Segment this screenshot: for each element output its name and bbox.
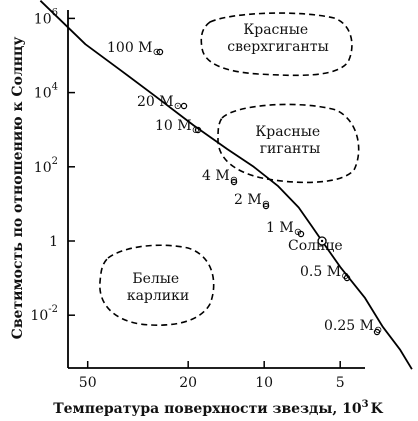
mass-marker-icon-1 xyxy=(180,102,188,110)
mass-label-4-value: 4 M xyxy=(202,168,230,184)
y-tick-label-0-exponent: 6 xyxy=(52,7,58,18)
x-tick-label-3: 5 xyxy=(336,375,345,391)
mass-label-20-text: 20 M⊙ xyxy=(137,94,182,112)
x-axis-title-sup: 3 xyxy=(362,399,369,410)
mass-label-20-sun-symbol: ⊙ xyxy=(174,101,182,112)
white-dwarfs-label-line-1: Белые xyxy=(132,271,179,287)
mass-label-0-25: 0.25 M⊙ xyxy=(324,318,382,336)
x-tick-label-0: 50 xyxy=(79,375,97,391)
mass-marker-icon-0 xyxy=(156,48,164,56)
y-tick-label-3: 1 xyxy=(49,234,58,250)
red-giants-label-line-2: гиганты xyxy=(260,141,321,157)
y-tick-label-0: 106 xyxy=(34,7,58,27)
y-tick-label-3-base: 1 xyxy=(49,234,58,250)
mass-label-2-value: 2 M xyxy=(234,192,262,208)
mass-label-2-text: 2 M⊙ xyxy=(234,192,270,210)
mass-label-0-5-value: 0.5 M xyxy=(300,264,341,280)
mass-label-10-value: 10 M xyxy=(155,118,192,134)
mass-label-4-text: 4 M⊙ xyxy=(202,168,238,186)
mass-label-2-sun-symbol: ⊙ xyxy=(262,199,270,210)
white-dwarfs-label: Белые карлики xyxy=(127,271,189,304)
mass-label-20: 20 M⊙ xyxy=(137,94,182,112)
y-tick-label-1-base: 10 xyxy=(34,86,52,102)
mass-label-20-value: 20 M xyxy=(137,94,174,110)
mass-label-2: 2 M⊙ xyxy=(234,192,270,210)
y-tick-label-4-base: 10 xyxy=(30,308,48,324)
mass-label-0-5: 0.5 M⊙ xyxy=(300,264,349,282)
mass-label-1-sun-symbol: ⊙ xyxy=(294,227,302,238)
red-supergiants-label-line-2: сверхгиганты xyxy=(227,39,328,55)
mass-label-100: 100 M⊙ xyxy=(107,40,161,58)
sun-marker-center-icon xyxy=(320,239,324,243)
mass-label-10-text: 10 M⊙ xyxy=(155,118,200,136)
mass-label-1-value: 1 M xyxy=(266,220,294,236)
x-axis-title: Температура поверхности звезды, 103 K xyxy=(53,399,383,417)
mass-label-4: 4 M⊙ xyxy=(202,168,238,186)
x-axis-title-main: Температура поверхности звезды, 10 xyxy=(53,401,362,417)
red-supergiants-label: Красные сверхгиганты xyxy=(227,22,328,55)
mass-label-1-text: 1 M⊙ xyxy=(266,220,302,238)
mass-marker-icon-5 xyxy=(297,230,305,238)
red-giants-label-line-1: Красные xyxy=(255,124,320,140)
white-dwarfs-label-line-2: карлики xyxy=(127,288,189,304)
y-tick-label-1: 104 xyxy=(34,82,58,102)
mass-label-1: 1 M⊙ xyxy=(266,220,302,238)
mass-label-100-sun-symbol: ⊙ xyxy=(153,47,161,58)
y-tick-label-2-base: 10 xyxy=(34,160,52,176)
mass-label-4-sun-symbol: ⊙ xyxy=(230,175,238,186)
mass-marker-icon-4 xyxy=(262,202,270,210)
curve-layer xyxy=(39,0,413,370)
red-giants-label: Красные гиганты xyxy=(255,124,324,157)
mass-marker-icon-2 xyxy=(194,126,202,134)
y-tick-label-4-exponent: -2 xyxy=(48,304,58,315)
x-axis-title-unit: K xyxy=(371,401,384,417)
mass-label-0-25-sun-symbol: ⊙ xyxy=(374,325,382,336)
mass-label-0-25-value: 0.25 M xyxy=(324,318,374,334)
red-giants-region xyxy=(217,103,360,184)
sun-label: Солнце xyxy=(288,238,343,254)
white-dwarfs-region xyxy=(99,244,215,326)
y-tick-label-4: 10-2 xyxy=(30,304,58,324)
y-tick-label-0-base: 10 xyxy=(34,11,52,27)
mass-label-10: 10 M⊙ xyxy=(155,118,200,136)
mass-label-0-25-text: 0.25 M⊙ xyxy=(324,318,382,336)
y-tick-label-1-exponent: 4 xyxy=(52,82,58,93)
x-tick-label-1: 20 xyxy=(179,375,197,391)
mass-label-0-5-text: 0.5 M⊙ xyxy=(300,264,349,282)
main-sequence-curve xyxy=(39,0,413,370)
mass-marker-icon-3 xyxy=(230,178,238,186)
mass-label-100-text: 100 M⊙ xyxy=(107,40,161,58)
y-tick-label-2: 102 xyxy=(34,156,58,176)
mass-marker-icon-6 xyxy=(343,274,351,282)
mass-label-100-value: 100 M xyxy=(107,40,153,56)
y-axis-title: Светимость по отношению к Солнцу xyxy=(10,37,26,340)
mass-marker-icon-7 xyxy=(373,328,381,336)
y-tick-label-2-exponent: 2 xyxy=(52,156,58,167)
red-supergiants-label-line-1: Красные xyxy=(243,22,308,38)
red-supergiants-region xyxy=(200,12,353,77)
x-tick-label-2: 10 xyxy=(255,375,273,391)
